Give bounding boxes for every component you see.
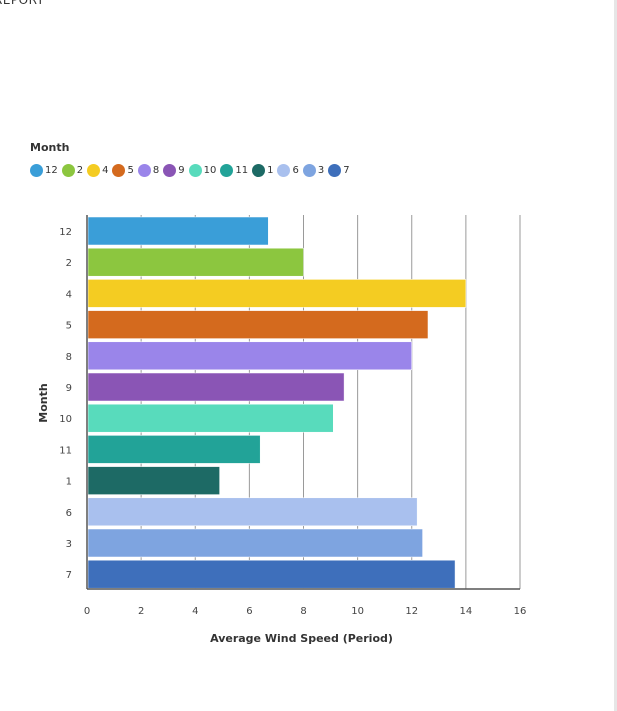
x-tick-label: 4 bbox=[192, 606, 198, 617]
bar[interactable] bbox=[87, 528, 423, 558]
legend-label: 1 bbox=[267, 164, 274, 176]
x-tick-label: 8 bbox=[300, 606, 306, 617]
axes bbox=[86, 215, 520, 590]
y-tick-label: 11 bbox=[59, 445, 72, 456]
x-tick-label: 10 bbox=[351, 606, 364, 617]
legend-label: 2 bbox=[76, 164, 84, 176]
y-tick-label: 6 bbox=[66, 508, 72, 519]
legend-item[interactable]: 10 bbox=[188, 163, 217, 177]
legend-swatch bbox=[188, 163, 202, 177]
legend-swatch bbox=[112, 163, 126, 177]
x-tick-label: 0 bbox=[84, 606, 90, 617]
y-tick-label: 2 bbox=[66, 258, 72, 269]
x-tick-label: 14 bbox=[460, 606, 473, 617]
bar[interactable] bbox=[87, 216, 269, 246]
y-tick-label: 1 bbox=[66, 477, 72, 488]
bar[interactable] bbox=[87, 310, 429, 339]
legend-swatch bbox=[87, 163, 101, 177]
report-title: REPORT bbox=[0, 0, 45, 7]
bar[interactable] bbox=[87, 341, 412, 371]
legend-label: 10 bbox=[203, 164, 217, 176]
bar[interactable] bbox=[87, 435, 261, 464]
legend-label: 6 bbox=[292, 164, 299, 176]
y-tick-label: 4 bbox=[66, 289, 72, 300]
legend-swatch bbox=[137, 163, 151, 177]
legend-label: 7 bbox=[343, 164, 350, 176]
legend-label: 4 bbox=[102, 164, 109, 176]
legend-swatch bbox=[61, 163, 75, 177]
legend-item[interactable]: 3 bbox=[302, 163, 325, 177]
page-border bbox=[614, 0, 617, 711]
legend-label: 11 bbox=[235, 164, 249, 176]
legend-swatch bbox=[277, 163, 291, 177]
x-axis-title: Average Wind Speed (Period) bbox=[210, 632, 393, 645]
y-tick-label: 9 bbox=[66, 383, 72, 394]
legend-item[interactable]: 5 bbox=[112, 163, 134, 177]
bars bbox=[87, 216, 467, 589]
x-tick-label: 16 bbox=[514, 606, 527, 617]
bar[interactable] bbox=[87, 372, 345, 402]
y-tick-label: 10 bbox=[59, 414, 72, 425]
bar[interactable] bbox=[87, 559, 456, 589]
legend-item[interactable]: 6 bbox=[277, 163, 299, 177]
y-tick-label: 8 bbox=[66, 352, 72, 363]
legend-label: 5 bbox=[127, 164, 134, 176]
legend-item[interactable]: 1 bbox=[252, 163, 274, 177]
x-tick-label: 6 bbox=[246, 606, 252, 617]
legend-title: Month bbox=[30, 141, 70, 154]
x-tick-label: 2 bbox=[138, 606, 144, 617]
legend-item[interactable]: 4 bbox=[87, 163, 109, 177]
legend-item[interactable]: 2 bbox=[61, 163, 84, 177]
legend-label: 12 bbox=[45, 164, 58, 176]
y-axis-title: Month bbox=[37, 383, 50, 422]
y-tick-label: 5 bbox=[66, 321, 72, 332]
legend-swatch bbox=[30, 163, 43, 177]
x-tick-label: 12 bbox=[405, 606, 418, 617]
bar[interactable] bbox=[87, 403, 334, 433]
legend-item[interactable]: 7 bbox=[328, 163, 350, 177]
y-tick-label: 7 bbox=[66, 570, 72, 581]
bar[interactable] bbox=[87, 497, 418, 527]
legend-item[interactable]: 12 bbox=[30, 163, 58, 177]
legend-swatch bbox=[328, 163, 342, 177]
bar[interactable] bbox=[87, 279, 467, 308]
legend-item[interactable]: 9 bbox=[163, 163, 185, 177]
legend-swatch bbox=[252, 163, 266, 177]
legend-swatch bbox=[163, 163, 177, 177]
grid-lines bbox=[140, 215, 521, 589]
chart-legend: 12 2 4 5 8 9 10 11 1 6 3 7 bbox=[30, 162, 354, 178]
bar[interactable] bbox=[87, 466, 220, 495]
legend-label: 9 bbox=[178, 164, 185, 176]
legend-item[interactable]: 11 bbox=[220, 163, 249, 177]
y-tick-label: 12 bbox=[59, 227, 72, 238]
legend-swatch bbox=[302, 163, 316, 177]
legend-swatch bbox=[220, 163, 234, 177]
legend-label: 3 bbox=[317, 164, 325, 176]
legend-item[interactable]: 8 bbox=[137, 163, 160, 177]
legend-label: 8 bbox=[152, 164, 160, 176]
y-tick-label: 3 bbox=[66, 539, 72, 550]
bar[interactable] bbox=[87, 247, 304, 277]
